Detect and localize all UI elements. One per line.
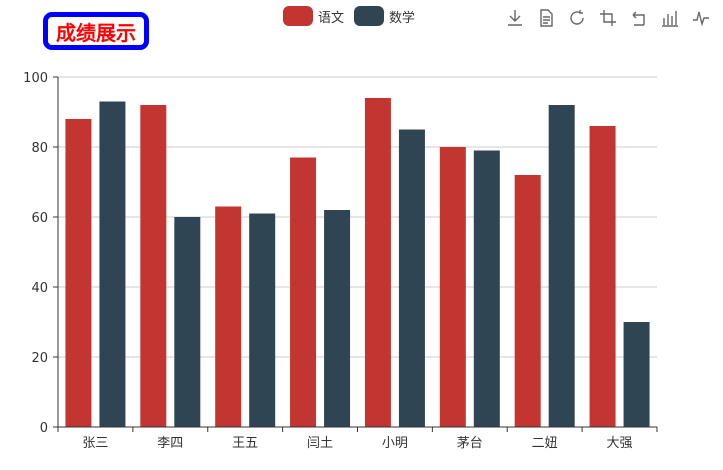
data-view-icon[interactable] xyxy=(536,8,556,28)
legend-swatch-math xyxy=(354,6,385,26)
bar-chinese[interactable] xyxy=(65,119,92,427)
x-tick-label: 茅台 xyxy=(457,436,483,451)
y-tick-label: 80 xyxy=(31,141,48,156)
legend-item-math[interactable]: 数学 xyxy=(354,6,415,26)
x-tick-label: 王五 xyxy=(232,436,258,451)
legend-swatch-chinese xyxy=(283,6,313,26)
bar-chinese[interactable] xyxy=(439,147,466,427)
bar-math[interactable] xyxy=(99,101,126,428)
bar-math[interactable] xyxy=(473,150,500,428)
bar-chinese[interactable] xyxy=(364,98,391,427)
legend-item-chinese[interactable]: 语文 xyxy=(283,6,344,26)
y-tick-label: 40 xyxy=(31,281,48,296)
x-tick-label: 小明 xyxy=(382,436,408,451)
line-chart-icon[interactable] xyxy=(691,8,711,28)
x-tick-label: 大强 xyxy=(607,436,633,451)
y-tick-label: 20 xyxy=(31,351,48,366)
zoom-icon[interactable] xyxy=(598,8,618,28)
bar-chinese[interactable] xyxy=(589,126,616,427)
y-tick-label: 100 xyxy=(23,71,48,86)
restore-icon[interactable] xyxy=(567,8,587,28)
zoom-reset-icon[interactable] xyxy=(629,8,649,28)
legend-label-math: 数学 xyxy=(389,10,416,26)
bar-math[interactable] xyxy=(324,210,351,427)
y-tick-label: 0 xyxy=(40,421,48,436)
x-tick-label: 闫土 xyxy=(307,436,333,451)
legend: 语文 数学 xyxy=(283,6,425,26)
chart-title: 成绩展示 xyxy=(43,12,149,50)
bar-chinese[interactable] xyxy=(514,175,541,427)
download-icon[interactable] xyxy=(505,8,525,28)
legend-label-chinese: 语文 xyxy=(318,10,345,26)
y-tick-label: 60 xyxy=(31,211,48,226)
bar-math[interactable] xyxy=(548,105,575,427)
bar-math[interactable] xyxy=(623,322,650,427)
bar-chinese[interactable] xyxy=(215,206,242,428)
toolbox xyxy=(505,8,722,28)
bar-chinese[interactable] xyxy=(290,157,317,428)
bar-math[interactable] xyxy=(249,213,276,428)
bar-chinese[interactable] xyxy=(140,105,167,427)
x-tick-label: 李四 xyxy=(157,436,183,451)
bar-math[interactable] xyxy=(174,217,201,427)
bar-chart-icon[interactable] xyxy=(660,8,680,28)
x-tick-label: 二妞 xyxy=(532,436,558,451)
bar-math[interactable] xyxy=(398,129,425,428)
x-tick-label: 张三 xyxy=(82,436,108,451)
